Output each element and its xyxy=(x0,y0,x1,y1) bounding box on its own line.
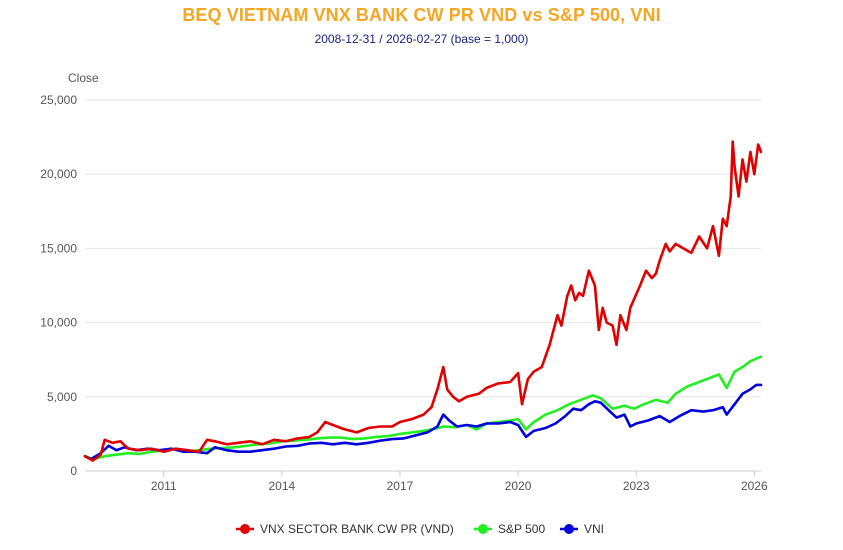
legend-item[interactable]: VNI xyxy=(560,522,604,536)
chart-subtitle: 2008-12-31 / 2026-02-27 (base = 1,000) xyxy=(314,32,529,46)
legend-item[interactable]: S&P 500 xyxy=(474,522,545,536)
x-tick-label: 2020 xyxy=(505,479,532,493)
y-axis-ticks: 0 5,000 10,000 15,000 20,000 25,000 xyxy=(40,93,77,478)
x-tick-label: 2017 xyxy=(387,479,414,493)
legend[interactable]: VNX SECTOR BANK CW PR (VND) S&P 500 VNI xyxy=(236,522,604,536)
x-tick-label: 2014 xyxy=(269,479,296,493)
series-line-1 xyxy=(83,355,763,461)
y-tick-label: 0 xyxy=(70,464,77,478)
series-line-2 xyxy=(83,383,763,461)
series-lines xyxy=(83,140,763,462)
x-tick-label: 2026 xyxy=(741,479,768,493)
y-tick-label: 10,000 xyxy=(40,316,77,330)
x-tick-label: 2023 xyxy=(623,479,650,493)
legend-item[interactable]: VNX SECTOR BANK CW PR (VND) xyxy=(236,522,454,536)
legend-swatch-marker xyxy=(478,524,488,534)
legend-label: VNX SECTOR BANK CW PR (VND) xyxy=(260,522,454,536)
legend-swatch-marker xyxy=(564,524,574,534)
chart-title: BEQ VIETNAM VNX BANK CW PR VND vs S&P 50… xyxy=(182,5,661,25)
y-tick-label: 5,000 xyxy=(47,390,77,404)
series-line-0 xyxy=(83,140,763,462)
y-tick-label: 25,000 xyxy=(40,93,77,107)
legend-label: S&P 500 xyxy=(498,522,545,536)
y-axis-label: Close xyxy=(68,71,99,85)
y-tick-label: 15,000 xyxy=(40,241,77,255)
y-tick-label: 20,000 xyxy=(40,167,77,181)
x-axis-ticks: 2011 2014 2017 2020 2023 2026 xyxy=(151,471,768,493)
x-tick-label: 2011 xyxy=(151,479,177,493)
legend-label: VNI xyxy=(584,522,604,536)
legend-swatch-marker xyxy=(240,524,250,534)
grid-lines xyxy=(85,99,761,472)
